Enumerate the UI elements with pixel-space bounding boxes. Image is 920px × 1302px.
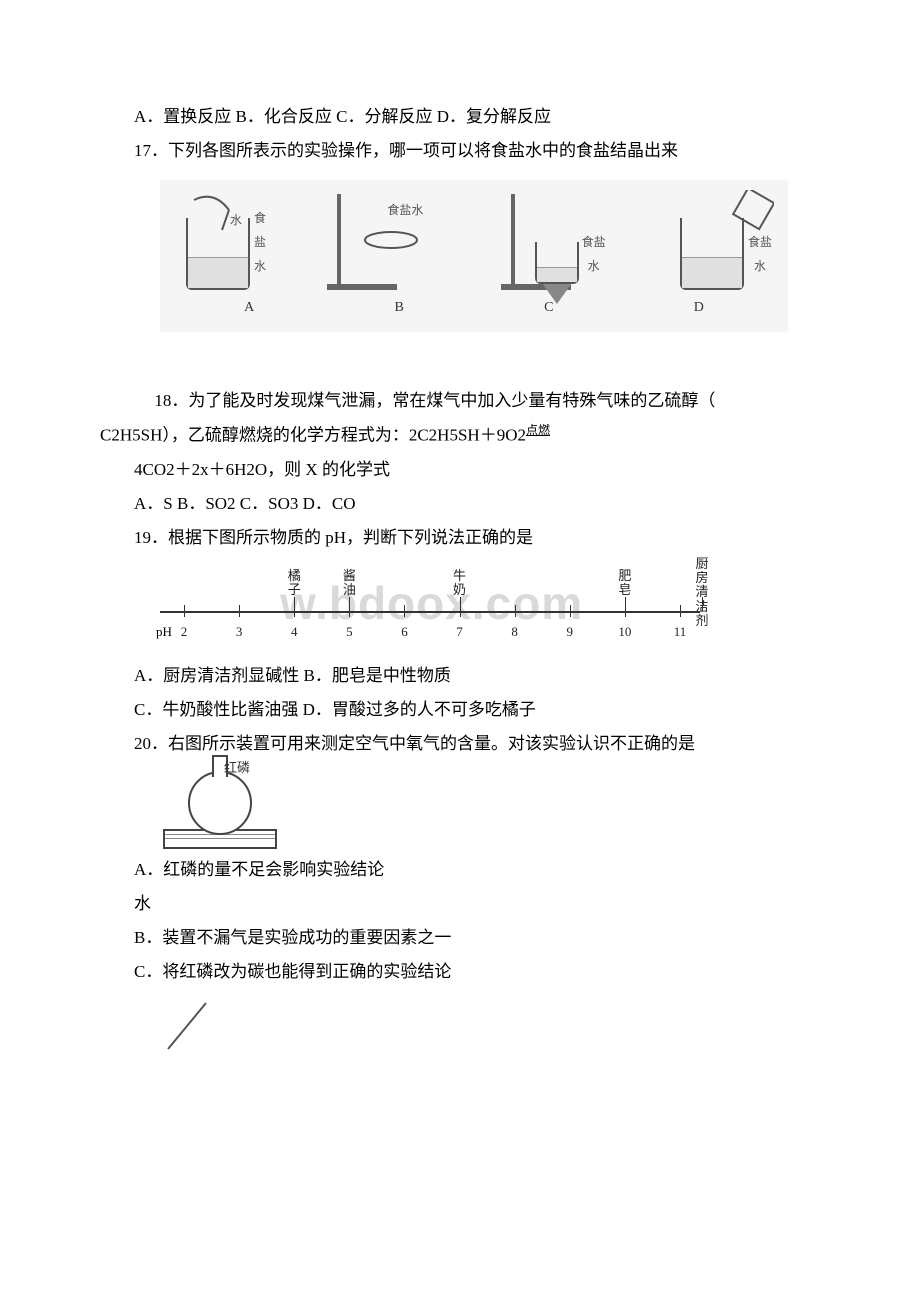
ph-pointer: [625, 597, 626, 611]
ph-item-label: 酱油: [343, 569, 356, 598]
fig17-letter-d: D: [694, 294, 704, 322]
ph-num: 2: [181, 619, 188, 645]
ph-num: 8: [511, 619, 518, 645]
fig17-item-d: 食盐水: [674, 190, 774, 290]
ph-num: 3: [236, 619, 243, 645]
label-saltwater-c: 食盐水: [577, 230, 611, 278]
ph-item-label: 橘子: [288, 569, 301, 598]
fig17-letter-a: A: [244, 294, 254, 322]
q20-stem: 20．右图所示装置可用来测定空气中氧气的含量。对该实验认识不正确的是: [100, 727, 820, 761]
ph-tick: [184, 605, 185, 617]
ph-num: 11: [674, 619, 687, 645]
ph-tick: [404, 605, 405, 617]
ph-num: 9: [567, 619, 574, 645]
ph-num: 7: [456, 619, 463, 645]
label-red-p: 红磷: [224, 755, 250, 781]
q20-optB: B．装置不漏气是实验成功的重要因素之一: [100, 921, 820, 955]
q20-optA: A．红磷的量不足会影响实验结论: [100, 853, 820, 887]
q20-optC: C．将红磷改为碳也能得到正确的实验结论: [100, 955, 820, 989]
q20-figure: 红磷: [160, 771, 280, 849]
slash-divider: [160, 997, 820, 1057]
q18-line2-prefix: C2H5SH），乙硫醇燃烧的化学方程式为：2C2H5SH＋9O2: [100, 426, 526, 445]
label-saltwater-b: 食盐水: [387, 198, 423, 222]
label-saltwater-d: 食盐水: [746, 230, 774, 278]
q19-stem: 19．根据下图所示物质的 pH，判断下列说法正确的是: [100, 521, 820, 555]
ph-axis-label: pH: [156, 619, 172, 645]
ph-num: 4: [291, 619, 298, 645]
ph-num: 6: [401, 619, 408, 645]
ph-pointer: [349, 597, 350, 611]
q20-water: 水: [100, 887, 820, 921]
ph-scale: pH 234567891011橘子酱油牛奶肥皂厨房清洁剂: [160, 563, 700, 633]
ph-pointer: [460, 597, 461, 611]
ph-item-label: 厨房清洁剂: [696, 557, 709, 628]
fig17-item-c: 食盐水: [501, 190, 611, 290]
ph-tick: [680, 605, 681, 617]
q19-optC: C．牛奶酸性比酱油强 D．胃酸过多的人不可多吃橘子: [100, 693, 820, 727]
q18-line3: 4CO2＋2x＋6H2O，则 X 的化学式: [100, 453, 820, 487]
q18-line1: 18．为了能及时发现煤气泄漏，常在煤气中加入少量有特殊气味的乙硫醇（: [100, 384, 820, 418]
fig17-item-b: 食盐水: [327, 190, 437, 290]
q18-options: A．S B．SO2 C．SO3 D．CO: [100, 487, 820, 521]
ph-tick: [239, 605, 240, 617]
ph-item-label: 牛奶: [453, 569, 466, 598]
ph-tick: [570, 605, 571, 617]
ph-num: 10: [618, 619, 631, 645]
label-saltwater-a: 食盐水: [254, 206, 266, 278]
q16-options: A．置换反应 B．化合反应 C．分解反应 D．复分解反应: [100, 100, 820, 134]
q17-stem: 17．下列各图所表示的实验操作，哪一项可以将食盐水中的食盐结晶出来: [100, 134, 820, 168]
ph-pointer: [294, 597, 295, 611]
ph-tick: [515, 605, 516, 617]
ph-num: 5: [346, 619, 353, 645]
fig17-letter-b: B: [395, 294, 404, 322]
q17-figure: 水 食盐水 食盐水: [160, 180, 788, 332]
ph-axis-line: [160, 611, 700, 613]
q19-figure: w.bdoox.com pH 234567891011橘子酱油牛奶肥皂厨房清洁剂: [160, 563, 820, 633]
q19-optA: A．厨房清洁剂显碱性 B．肥皂是中性物质: [100, 659, 820, 693]
ph-item-label: 肥皂: [618, 569, 631, 598]
fig17-item-a: 水 食盐水: [174, 190, 264, 290]
q18-line2: C2H5SH），乙硫醇燃烧的化学方程式为：2C2H5SH＋9O2点燃: [100, 418, 820, 453]
q18-ignite: 点燃: [526, 423, 550, 437]
